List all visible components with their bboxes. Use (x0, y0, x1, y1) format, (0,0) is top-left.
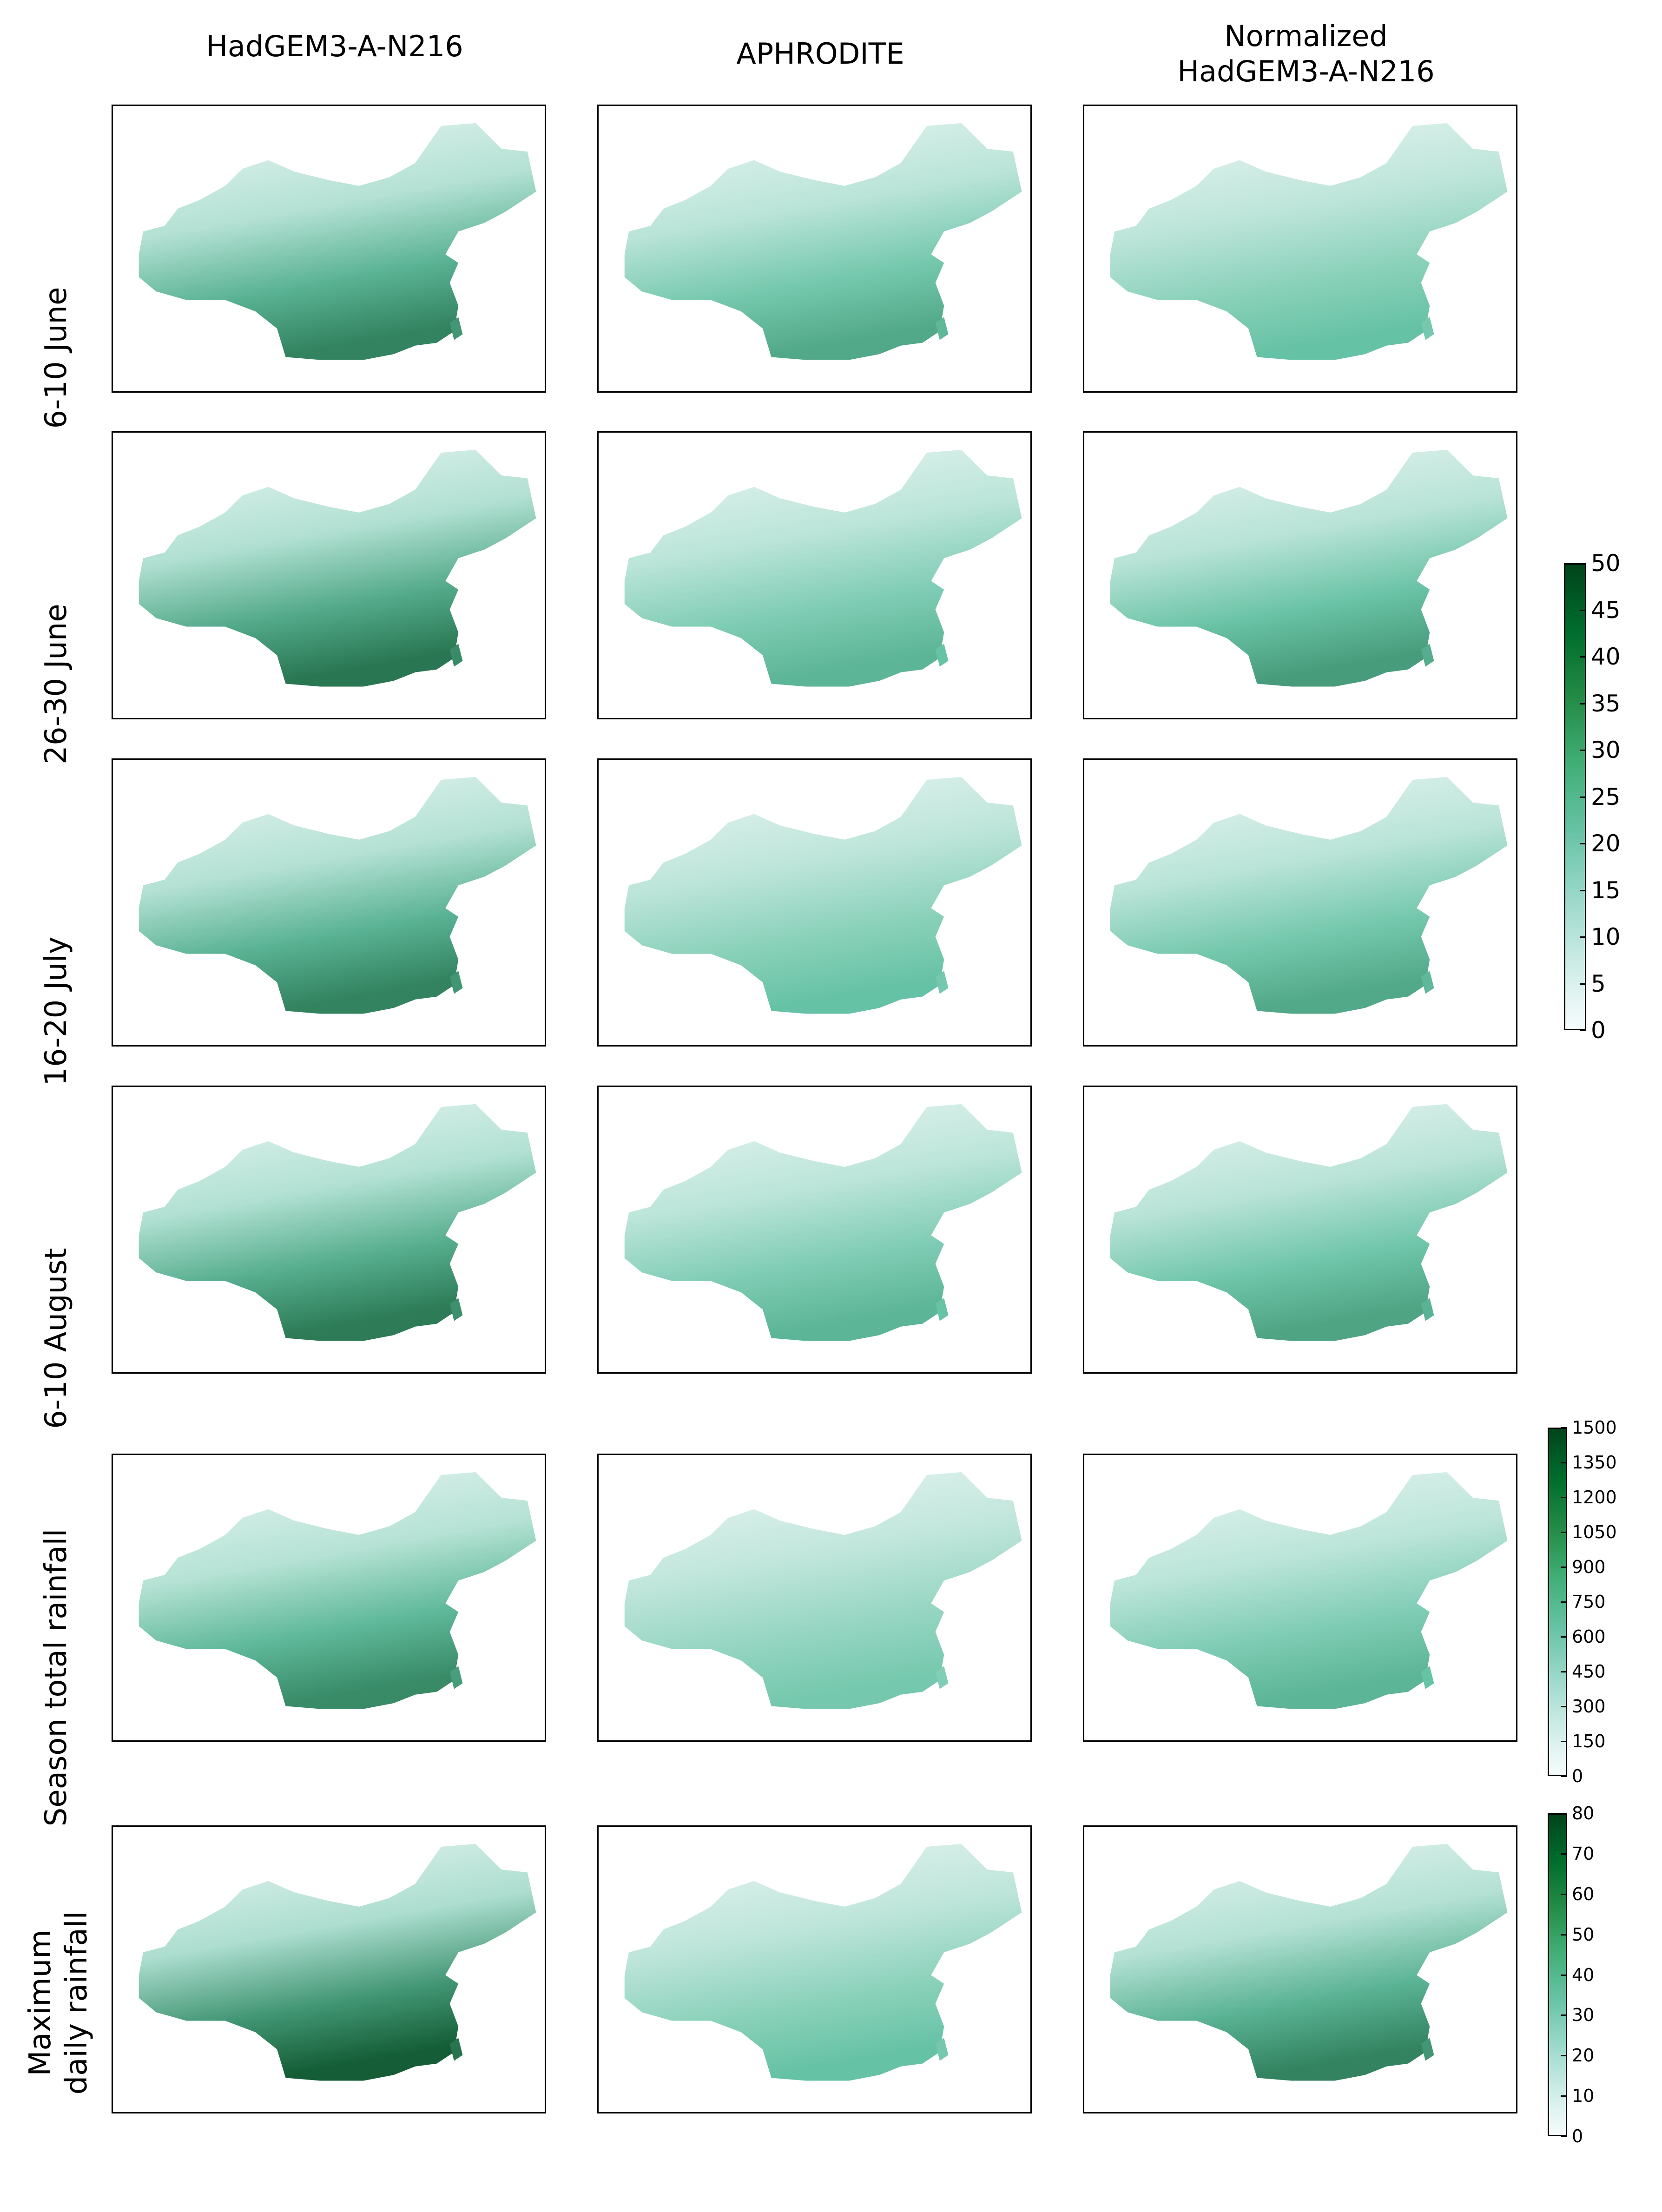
colorbar-pentad-tick-label: 40 (1591, 643, 1621, 670)
map-panel-6-10-june-normalized (1083, 105, 1517, 393)
colorbar-season-tick-label: 1500 (1572, 1417, 1617, 1438)
map-panel-16-20-july-hadgem (112, 758, 546, 1047)
colorbar-season-tick-mark (1561, 1427, 1567, 1429)
colorbar-pentad-tick-mark (1580, 656, 1586, 658)
map-panel-26-30-june-hadgem (112, 431, 546, 719)
row-label-6-10-june: 6-10 June (39, 287, 73, 429)
colorbar-pentad-tick-mark (1580, 703, 1586, 704)
colorbar-max-daily-tick-mark (1561, 1934, 1567, 1936)
colorbar-max-daily-tick-label: 60 (1572, 1883, 1595, 1904)
map-panel-season-total-aphrodite (597, 1454, 1032, 1742)
colorbar-max-daily-tick-label: 0 (1572, 2126, 1583, 2146)
colorbar-max-daily-tick-label: 30 (1572, 2005, 1595, 2026)
column-title-normalized: Normalized HadGEM3-A-N216 (1177, 19, 1435, 88)
colorbar-season-tick-mark (1561, 1532, 1567, 1533)
colorbar-pentad-tick-label: 45 (1591, 596, 1621, 624)
colorbar-pentad-tick-label: 20 (1591, 830, 1621, 857)
row-label-6-10-august: 6-10 August (39, 1248, 73, 1429)
map-panel-6-10-august-normalized (1083, 1086, 1517, 1374)
column-title-hadgem: HadGEM3-A-N216 (206, 29, 463, 63)
map-panel-season-total-normalized (1083, 1454, 1517, 1742)
colorbar-season-tick-label: 0 (1572, 1766, 1583, 1786)
map-panel-max-daily-hadgem (112, 1825, 546, 2113)
colorbar-max-daily-tick-mark (1561, 1974, 1567, 1976)
map-panel-6-10-august-aphrodite (597, 1086, 1032, 1374)
colorbar-max-daily-tick-label: 10 (1572, 2086, 1595, 2107)
colorbar-season-tick-mark (1561, 1776, 1567, 1777)
map-panel-max-daily-normalized (1083, 1825, 1517, 2113)
colorbar-pentad-tick-mark (1580, 983, 1586, 985)
colorbar-max-daily-tick-mark (1561, 2095, 1567, 2097)
column-title-aphrodite: APHRODITE (736, 37, 904, 71)
map-panel-6-10-june-hadgem (112, 105, 546, 393)
colorbar-max-daily-tick-label: 20 (1572, 2045, 1595, 2066)
colorbar-season-tick-label: 1200 (1572, 1487, 1617, 1508)
colorbar-pentad-tick-mark (1580, 889, 1586, 891)
colorbar-pentad-tick-mark (1580, 1030, 1586, 1031)
colorbar-season-tick-label: 600 (1572, 1626, 1606, 1647)
map-panel-season-total-hadgem (112, 1454, 546, 1742)
colorbar-pentad-tick-label: 0 (1591, 1017, 1606, 1044)
colorbar-max-daily-tick-label: 50 (1572, 1924, 1595, 1945)
map-panel-6-10-june-aphrodite (597, 105, 1032, 393)
colorbar-pentad-tick-label: 5 (1591, 970, 1606, 997)
colorbar-pentad-tick-label: 25 (1591, 783, 1621, 810)
map-panel-26-30-june-aphrodite (597, 431, 1032, 719)
map-panel-26-30-june-normalized (1083, 431, 1517, 719)
colorbar-season-tick-mark (1561, 1671, 1567, 1672)
map-panel-16-20-july-aphrodite (597, 758, 1032, 1047)
colorbar-max-daily-tick-label: 70 (1572, 1843, 1595, 1864)
colorbar-max-daily-tick-mark (1561, 2014, 1567, 2016)
colorbar-pentad-tick-label: 35 (1591, 690, 1621, 717)
colorbar-season-tick-mark (1561, 1567, 1567, 1568)
colorbar-pentad-tick-mark (1580, 936, 1586, 938)
colorbar-max-daily-tick-label: 80 (1572, 1803, 1595, 1824)
map-panel-max-daily-aphrodite (597, 1825, 1032, 2113)
colorbar-season-tick-mark (1561, 1462, 1567, 1463)
map-panel-6-10-august-hadgem (112, 1086, 546, 1374)
colorbar-season-tick-mark (1561, 1601, 1567, 1603)
colorbar-max-daily-tick-label: 40 (1572, 1964, 1595, 1985)
colorbar-season-tick-mark (1561, 1741, 1567, 1742)
colorbar-max-daily-tick-mark (1561, 1853, 1567, 1855)
row-label-26-30-june: 26-30 June (39, 604, 73, 764)
colorbar-season-tick-label: 300 (1572, 1696, 1606, 1717)
colorbar-pentad-tick-mark (1580, 609, 1586, 611)
colorbar-max-daily-tick-mark (1561, 2136, 1567, 2137)
map-panel-16-20-july-normalized (1083, 758, 1517, 1047)
colorbar-season-tick-mark (1561, 1636, 1567, 1638)
colorbar-season-tick-label: 1350 (1572, 1452, 1617, 1473)
colorbar-max-daily-tick-mark (1561, 2055, 1567, 2057)
colorbar-pentad-tick-label: 30 (1591, 737, 1621, 764)
colorbar-season-tick-mark (1561, 1497, 1567, 1498)
colorbar-pentad-tick-mark (1580, 796, 1586, 798)
colorbar-pentad-tick-mark (1580, 750, 1586, 751)
colorbar-season-tick-mark (1561, 1706, 1567, 1707)
colorbar-pentad-tick-label: 10 (1591, 923, 1621, 950)
colorbar-season-tick-label: 1050 (1572, 1522, 1617, 1542)
row-label-16-20-july: 16-20 July (39, 936, 73, 1086)
colorbar-max-daily-tick-mark (1561, 1813, 1567, 1814)
colorbar-season-tick-label: 750 (1572, 1592, 1606, 1612)
colorbar-pentad-tick-label: 15 (1591, 876, 1621, 904)
colorbar-max-daily-tick-mark (1561, 1893, 1567, 1895)
colorbar-pentad-tick-mark (1580, 843, 1586, 844)
row-label-max-daily: Maximum daily rainfall (23, 1911, 94, 2095)
colorbar-season-tick-label: 150 (1572, 1731, 1606, 1751)
colorbar-pentad-tick-mark (1580, 563, 1586, 564)
row-label-season-total: Season total rainfall (39, 1528, 73, 1827)
colorbar-pentad-tick-label: 50 (1591, 550, 1621, 577)
colorbar-season-tick-label: 900 (1572, 1557, 1606, 1577)
colorbar-season-tick-label: 450 (1572, 1661, 1606, 1682)
